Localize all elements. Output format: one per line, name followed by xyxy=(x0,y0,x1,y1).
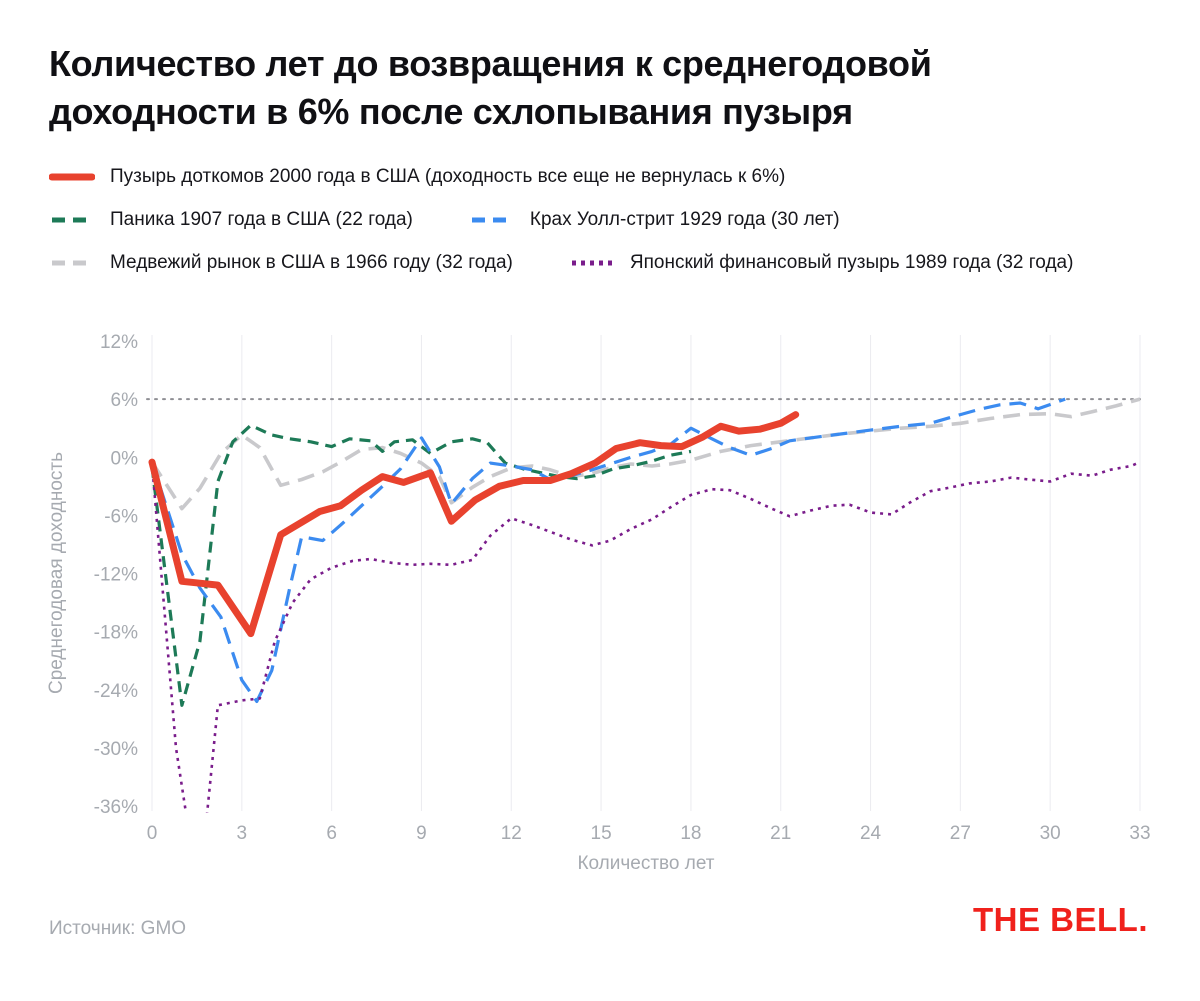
source-credit: Источник: GMO xyxy=(49,918,187,939)
svg-text:-6%: -6% xyxy=(104,506,138,527)
legend-label-wallstreet-1929: Крах Уолл-стрит 1929 года (30 лет) xyxy=(529,209,840,230)
legend-item-japan-1989: Японский финансовый пузырь 1989 года (32… xyxy=(569,252,1074,274)
legend-label-dotcom-2000: Пузырь доткомов 2000 года в США (доходно… xyxy=(110,166,786,187)
legend-item-bear-1966: Медвежий рынок в США в 1966 году (32 год… xyxy=(49,252,513,274)
svg-text:0: 0 xyxy=(147,823,158,844)
svg-text:6%: 6% xyxy=(111,390,139,411)
svg-text:30: 30 xyxy=(1040,823,1061,844)
svg-text:27: 27 xyxy=(950,823,971,844)
legend: Пузырь доткомов 2000 года в США (доходно… xyxy=(49,166,1073,295)
legend-swatch-dotcom-2000 xyxy=(49,173,95,181)
series-lines xyxy=(148,397,1141,813)
svg-text:0%: 0% xyxy=(111,448,139,469)
chart-title: Количество лет до возвращения к среднего… xyxy=(49,40,932,135)
axis-tick-labels: 12% 6% 0% -6% -12% -18% -24% -30% -36% 0 3 6 9 12 15 18… xyxy=(94,332,1151,844)
svg-text:15: 15 xyxy=(591,823,612,844)
svg-text:-30%: -30% xyxy=(94,739,138,760)
the-bell-logo: THE BELL. xyxy=(973,901,1148,938)
svg-text:-36%: -36% xyxy=(94,797,138,818)
chart-title-line-2: доходности в 6% после схлопывания пузыря xyxy=(49,90,853,132)
svg-text:12: 12 xyxy=(501,823,522,844)
legend-swatch-japan-1989 xyxy=(571,260,612,266)
legend-row-1: Пузырь доткомов 2000 года в США (доходно… xyxy=(49,166,1073,188)
svg-text:18: 18 xyxy=(680,823,701,844)
legend-row-3: Медвежий рынок в США в 1966 году (32 год… xyxy=(49,252,1073,274)
chart-title-line-1: Количество лет до возвращения к среднего… xyxy=(49,43,932,84)
legend-label-panic-1907: Паника 1907 года в США (22 года) xyxy=(110,209,413,230)
legend-label-japan-1989: Японский финансовый пузырь 1989 года (32… xyxy=(629,252,1074,273)
svg-text:21: 21 xyxy=(770,823,791,844)
legend-row-2: Паника 1907 года в США (22 года) Крах Уо… xyxy=(49,209,1073,231)
svg-text:9: 9 xyxy=(416,823,427,844)
legend-swatch-wallstreet-1929 xyxy=(471,217,512,223)
legend-item-wallstreet-1929: Крах Уолл-стрит 1929 года (30 лет) xyxy=(469,209,840,231)
svg-text:-24%: -24% xyxy=(94,681,138,702)
legend-item-dotcom-2000: Пузырь доткомов 2000 года в США (доходно… xyxy=(49,166,785,188)
svg-text:24: 24 xyxy=(860,823,882,844)
legend-swatch-panic-1907 xyxy=(52,217,92,223)
svg-text:-12%: -12% xyxy=(94,565,138,586)
svg-text:-18%: -18% xyxy=(94,623,138,644)
x-axis-title: Количество лет xyxy=(577,853,714,874)
svg-text:6: 6 xyxy=(326,823,337,844)
legend-label-bear-1966: Медвежий рынок в США в 1966 году (32 год… xyxy=(110,252,513,273)
svg-text:3: 3 xyxy=(237,823,248,844)
y-axis-title: Среднегодовая доходность xyxy=(46,452,67,694)
legend-item-panic-1907: Паника 1907 года в США (22 года) xyxy=(49,209,413,231)
legend-swatch-bear-1966 xyxy=(52,260,92,266)
svg-text:12%: 12% xyxy=(100,332,138,353)
svg-text:33: 33 xyxy=(1129,823,1150,844)
gridlines xyxy=(151,335,1141,811)
